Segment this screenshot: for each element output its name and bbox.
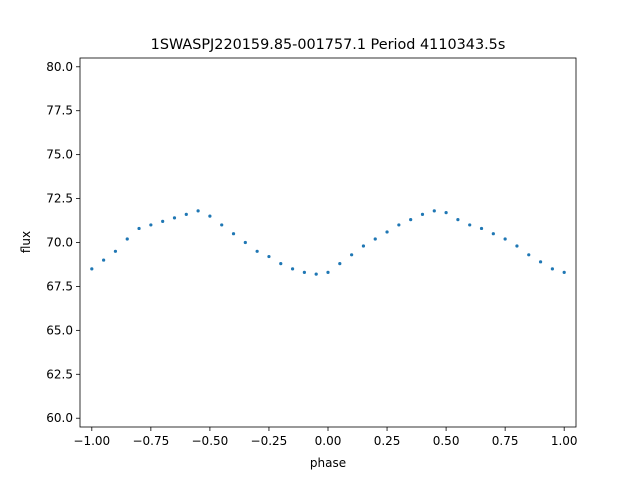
y-tick-label: 62.5 [46, 367, 73, 381]
x-tick-label: 0.00 [315, 434, 342, 448]
data-point [279, 261, 283, 266]
data-point [456, 218, 460, 222]
data-point [550, 267, 554, 271]
data-point [326, 270, 330, 274]
data-point [432, 209, 436, 213]
data-point [267, 254, 271, 259]
data-point [208, 214, 212, 218]
y-tick-label: 60.0 [46, 411, 73, 425]
data-point [290, 267, 295, 271]
x-tick-label: −1.00 [73, 434, 110, 448]
data-point [302, 270, 306, 274]
y-tick-label: 80.0 [46, 60, 73, 74]
data-points-layer [90, 209, 566, 276]
data-point [468, 223, 472, 227]
x-axis-ticks: −1.00 −0.75 −0.50 −0.25 0.00 0.25 0.50 0.75 1.00 [73, 427, 578, 448]
data-point [420, 212, 425, 216]
x-tick-label: −0.25 [251, 434, 288, 448]
data-point [515, 244, 519, 248]
data-point [338, 261, 342, 266]
data-point [491, 232, 495, 236]
x-tick-label: −0.75 [132, 434, 169, 448]
data-point [125, 237, 129, 241]
data-point [562, 270, 566, 274]
y-tick-label: 77.5 [46, 104, 73, 118]
y-tick-label: 70.0 [46, 236, 73, 250]
chart-title: 1SWASPJ220159.85-001757.1 Period 4110343… [151, 37, 506, 53]
data-point [184, 212, 188, 216]
data-point [220, 223, 224, 227]
data-point [137, 226, 141, 231]
data-point [161, 219, 165, 224]
y-tick-label: 75.0 [46, 148, 73, 162]
y-tick-label: 67.5 [46, 279, 73, 293]
x-tick-label: 0.75 [492, 434, 519, 448]
x-tick-label: 0.25 [374, 434, 401, 448]
data-point [409, 218, 413, 222]
data-point [503, 237, 507, 241]
data-point [444, 211, 448, 215]
y-tick-label: 72.5 [46, 192, 73, 206]
x-tick-label: 1.00 [551, 434, 578, 448]
x-axis-label: phase [310, 456, 346, 470]
data-point [113, 249, 118, 253]
data-point [149, 223, 153, 227]
y-axis-label: flux [19, 231, 33, 253]
data-point [538, 260, 543, 264]
y-axis-ticks: 60.0 62.5 65.0 67.5 70.0 72.5 75.0 77.5 80.0 [46, 60, 80, 425]
data-point [243, 240, 247, 245]
data-point [314, 272, 318, 276]
data-point [90, 267, 94, 271]
x-tick-label: −0.50 [192, 434, 229, 448]
data-point [527, 253, 531, 257]
data-point [361, 244, 366, 248]
data-point [196, 209, 200, 213]
data-point [231, 232, 236, 236]
y-tick-label: 65.0 [46, 323, 73, 337]
data-point [373, 237, 377, 241]
data-point [350, 253, 354, 257]
data-point [255, 249, 259, 253]
x-tick-label: 0.50 [433, 434, 460, 448]
data-point [102, 258, 106, 262]
data-point [479, 226, 484, 231]
data-point [172, 216, 177, 220]
data-point [397, 223, 401, 227]
data-point [385, 230, 389, 234]
